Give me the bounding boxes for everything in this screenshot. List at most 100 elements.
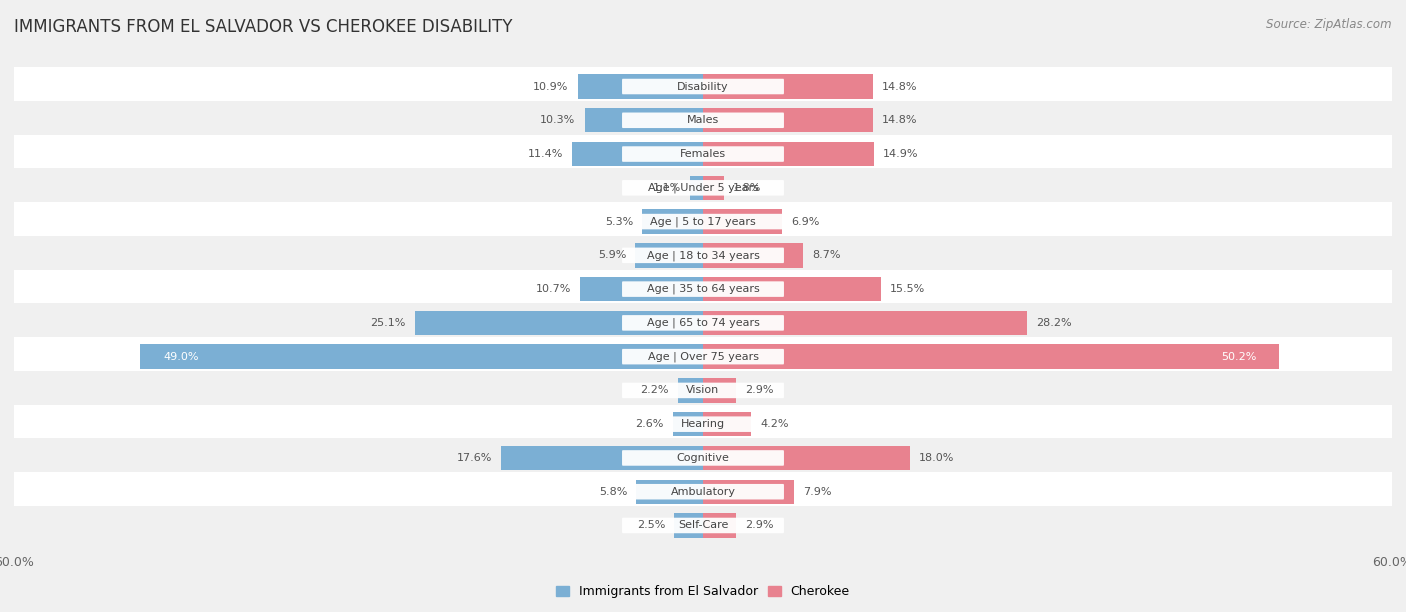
Text: 11.4%: 11.4% bbox=[527, 149, 562, 159]
Text: 49.0%: 49.0% bbox=[163, 352, 198, 362]
FancyBboxPatch shape bbox=[621, 180, 785, 196]
Text: Females: Females bbox=[681, 149, 725, 159]
Text: 2.2%: 2.2% bbox=[640, 386, 669, 395]
Text: Age | Under 5 years: Age | Under 5 years bbox=[648, 182, 758, 193]
Bar bbox=[643, 209, 703, 234]
FancyBboxPatch shape bbox=[621, 146, 785, 162]
FancyBboxPatch shape bbox=[621, 416, 785, 432]
Bar bbox=[703, 277, 882, 301]
Text: 10.3%: 10.3% bbox=[540, 115, 575, 125]
Text: 14.8%: 14.8% bbox=[882, 81, 918, 92]
Text: 5.3%: 5.3% bbox=[605, 217, 633, 226]
Bar bbox=[141, 345, 703, 369]
Bar bbox=[14, 236, 1392, 275]
Text: 28.2%: 28.2% bbox=[1036, 318, 1071, 328]
FancyBboxPatch shape bbox=[621, 349, 785, 364]
Bar bbox=[14, 135, 1392, 174]
Bar bbox=[703, 243, 803, 267]
Text: Self-Care: Self-Care bbox=[678, 520, 728, 531]
Bar bbox=[14, 202, 1392, 241]
FancyBboxPatch shape bbox=[621, 113, 785, 128]
Bar bbox=[703, 142, 875, 166]
Text: 6.9%: 6.9% bbox=[792, 217, 820, 226]
Text: 14.9%: 14.9% bbox=[883, 149, 918, 159]
Text: 25.1%: 25.1% bbox=[370, 318, 405, 328]
Bar bbox=[703, 345, 1279, 369]
Text: Age | Over 75 years: Age | Over 75 years bbox=[648, 351, 758, 362]
Text: 1.8%: 1.8% bbox=[733, 183, 761, 193]
Bar bbox=[690, 176, 703, 200]
Text: Vision: Vision bbox=[686, 386, 720, 395]
Text: Males: Males bbox=[688, 115, 718, 125]
Bar bbox=[14, 506, 1392, 545]
FancyBboxPatch shape bbox=[621, 79, 785, 94]
Legend: Immigrants from El Salvador, Cherokee: Immigrants from El Salvador, Cherokee bbox=[551, 580, 855, 603]
Text: 5.9%: 5.9% bbox=[598, 250, 626, 260]
FancyBboxPatch shape bbox=[621, 315, 785, 330]
Text: Age | 35 to 64 years: Age | 35 to 64 years bbox=[647, 284, 759, 294]
Text: 18.0%: 18.0% bbox=[920, 453, 955, 463]
Bar bbox=[415, 311, 703, 335]
Bar bbox=[585, 108, 703, 132]
Text: 2.9%: 2.9% bbox=[745, 386, 773, 395]
Text: Source: ZipAtlas.com: Source: ZipAtlas.com bbox=[1267, 18, 1392, 31]
Bar bbox=[703, 480, 794, 504]
Text: 2.9%: 2.9% bbox=[745, 520, 773, 531]
Bar bbox=[703, 108, 873, 132]
Text: Age | 65 to 74 years: Age | 65 to 74 years bbox=[647, 318, 759, 328]
Text: 2.6%: 2.6% bbox=[636, 419, 664, 429]
Text: IMMIGRANTS FROM EL SALVADOR VS CHEROKEE DISABILITY: IMMIGRANTS FROM EL SALVADOR VS CHEROKEE … bbox=[14, 18, 513, 36]
Bar bbox=[14, 168, 1392, 207]
Text: 4.2%: 4.2% bbox=[761, 419, 789, 429]
Bar bbox=[703, 513, 737, 537]
Text: Ambulatory: Ambulatory bbox=[671, 487, 735, 497]
FancyBboxPatch shape bbox=[621, 518, 785, 533]
Text: 10.7%: 10.7% bbox=[536, 284, 571, 294]
Text: Disability: Disability bbox=[678, 81, 728, 92]
Bar bbox=[703, 446, 910, 470]
Bar bbox=[14, 304, 1392, 342]
Text: 2.5%: 2.5% bbox=[637, 520, 665, 531]
FancyBboxPatch shape bbox=[621, 484, 785, 499]
Bar bbox=[501, 446, 703, 470]
Bar bbox=[675, 513, 703, 537]
Text: Age | 5 to 17 years: Age | 5 to 17 years bbox=[650, 216, 756, 227]
Bar bbox=[581, 277, 703, 301]
Text: 1.1%: 1.1% bbox=[652, 183, 681, 193]
Text: Age | 18 to 34 years: Age | 18 to 34 years bbox=[647, 250, 759, 261]
Bar bbox=[678, 378, 703, 403]
FancyBboxPatch shape bbox=[621, 282, 785, 297]
Bar bbox=[673, 412, 703, 436]
Bar bbox=[703, 412, 751, 436]
Text: 17.6%: 17.6% bbox=[457, 453, 492, 463]
Bar bbox=[703, 311, 1026, 335]
Bar bbox=[637, 480, 703, 504]
Bar bbox=[14, 101, 1392, 140]
Text: Hearing: Hearing bbox=[681, 419, 725, 429]
Text: Cognitive: Cognitive bbox=[676, 453, 730, 463]
Text: 8.7%: 8.7% bbox=[813, 250, 841, 260]
Text: 15.5%: 15.5% bbox=[890, 284, 925, 294]
Text: 7.9%: 7.9% bbox=[803, 487, 831, 497]
Bar bbox=[14, 438, 1392, 477]
Bar bbox=[14, 337, 1392, 376]
Bar bbox=[14, 405, 1392, 444]
Bar bbox=[14, 472, 1392, 511]
Bar bbox=[572, 142, 703, 166]
FancyBboxPatch shape bbox=[621, 450, 785, 466]
Bar bbox=[14, 371, 1392, 410]
Bar bbox=[703, 176, 724, 200]
FancyBboxPatch shape bbox=[621, 382, 785, 398]
Bar bbox=[703, 75, 873, 99]
Bar bbox=[14, 67, 1392, 106]
Bar bbox=[703, 209, 782, 234]
Bar bbox=[703, 378, 737, 403]
Text: 10.9%: 10.9% bbox=[533, 81, 568, 92]
Text: 50.2%: 50.2% bbox=[1220, 352, 1257, 362]
FancyBboxPatch shape bbox=[621, 248, 785, 263]
FancyBboxPatch shape bbox=[621, 214, 785, 230]
Text: 14.8%: 14.8% bbox=[882, 115, 918, 125]
Text: 5.8%: 5.8% bbox=[599, 487, 627, 497]
Bar bbox=[578, 75, 703, 99]
Bar bbox=[14, 270, 1392, 308]
